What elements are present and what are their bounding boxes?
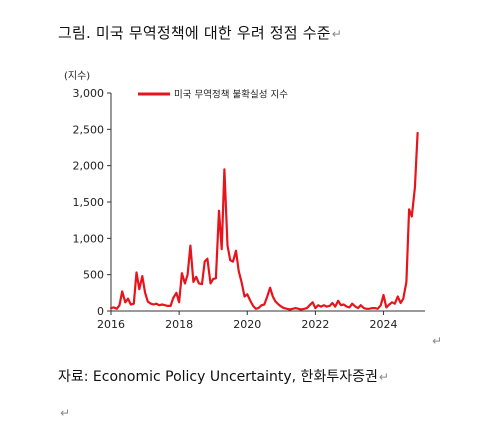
paragraph-mark-icon: ↵ <box>331 27 343 41</box>
x-axis: 2016 2018 2020 2022 2024 <box>97 310 425 331</box>
x-tick-label: 2016 <box>97 318 125 331</box>
y-axis: 0 500 1,000 1,500 2,000 2,500 3,000 <box>73 87 112 318</box>
y-tick-label: 500 <box>83 269 104 282</box>
y-tick-label: 2,500 <box>73 123 105 136</box>
y-axis-unit-label: (지수) <box>64 70 90 82</box>
series-line <box>109 131 419 311</box>
x-tick-label: 2022 <box>301 318 329 331</box>
paragraph-mark-icon: ↵ <box>60 406 71 420</box>
y-tick-label: 1,000 <box>73 232 105 245</box>
legend-label: 미국 무역정책 불확실성 지수 <box>174 89 288 101</box>
x-tick-label: 2020 <box>233 318 261 331</box>
y-tick-label: 1,500 <box>73 196 105 209</box>
x-tick-label: 2018 <box>165 318 193 331</box>
series-layer <box>109 131 419 311</box>
paragraph-mark-icon: ↵ <box>378 370 389 384</box>
source-note: 자료: Economic Policy Uncertainty, 한화투자증권↵ <box>58 369 389 385</box>
y-tick-label: 2,000 <box>73 160 105 173</box>
figure-title: 그림. 미국 무역정책에 대한 우려 정점 수준↵ <box>58 24 343 42</box>
y-tick-label: 3,000 <box>73 87 105 100</box>
paragraph-mark-icon: ↵ <box>432 334 443 348</box>
x-tick-label: 2024 <box>370 318 398 331</box>
y-tick-label: 0 <box>97 305 104 318</box>
legend: 미국 무역정책 불확실성 지수 <box>138 89 288 101</box>
